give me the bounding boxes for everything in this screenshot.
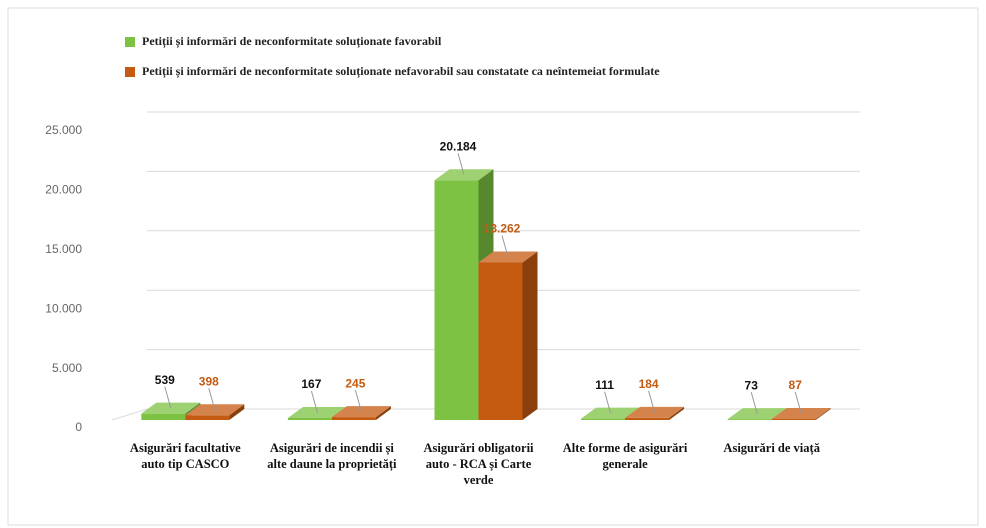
label-leader: [501, 235, 509, 258]
label-leader: [354, 389, 362, 412]
bar-front: [331, 417, 376, 420]
data-label: 184: [639, 377, 659, 391]
bar-side: [815, 407, 831, 420]
label-leader: [208, 388, 216, 410]
label-leader: [164, 386, 172, 409]
data-label: 20.184: [440, 139, 477, 153]
bar-side: [229, 404, 245, 420]
legend-label: Petiții și informări de neconformitate s…: [142, 64, 660, 79]
label-leader: [648, 390, 656, 413]
x-tick-label: Asigurări de incendii și alte daune la p…: [267, 441, 397, 471]
bar-front: [771, 418, 816, 420]
bar-front: [478, 262, 523, 420]
bar-front: [434, 180, 479, 420]
data-label: 111: [595, 378, 614, 392]
legend-label: Petiții și informări de neconformitate s…: [142, 34, 442, 49]
bar-front: [287, 418, 332, 420]
x-tick-label: Asigurări de viață: [723, 441, 820, 455]
y-tick-label: 15.000: [45, 242, 82, 256]
data-label: 245: [345, 376, 365, 390]
x-tick-label: Alte forme de asigurări generale: [562, 441, 688, 471]
label-leader: [750, 391, 758, 414]
data-label: 13.262: [484, 222, 521, 236]
bar-front: [727, 419, 772, 420]
floor-edge: [111, 408, 148, 421]
y-tick-label: 10.000: [45, 301, 82, 315]
label-leader: [457, 153, 465, 175]
label-leader: [604, 391, 612, 414]
y-tick-label: 0: [75, 420, 82, 434]
data-label: 539: [155, 373, 175, 387]
x-tick-label: Asigurări obligatorii auto - RCA și Cart…: [423, 441, 534, 487]
label-leader: [310, 390, 318, 413]
legend-swatch: [125, 67, 135, 77]
data-label: 167: [301, 377, 321, 391]
y-tick-label: 20.000: [45, 183, 82, 197]
data-label: 398: [199, 374, 219, 388]
legend-swatch: [125, 37, 135, 47]
bar-side: [669, 406, 685, 420]
x-tick-label: Asigurări facultative auto tip CASCO: [129, 441, 241, 471]
bar-side: [522, 251, 538, 420]
bar-front: [141, 413, 186, 420]
bar-front: [581, 418, 626, 420]
data-label: 87: [789, 378, 803, 392]
bar-front: [625, 417, 670, 420]
data-label: 73: [745, 378, 759, 392]
bar-side: [375, 406, 391, 420]
bar-front: [185, 415, 230, 420]
bar: [478, 251, 538, 420]
chart-border: [7, 7, 979, 526]
y-tick-label: 25.000: [45, 123, 82, 137]
label-leader: [794, 391, 802, 414]
y-tick-label: 5.000: [52, 361, 82, 375]
